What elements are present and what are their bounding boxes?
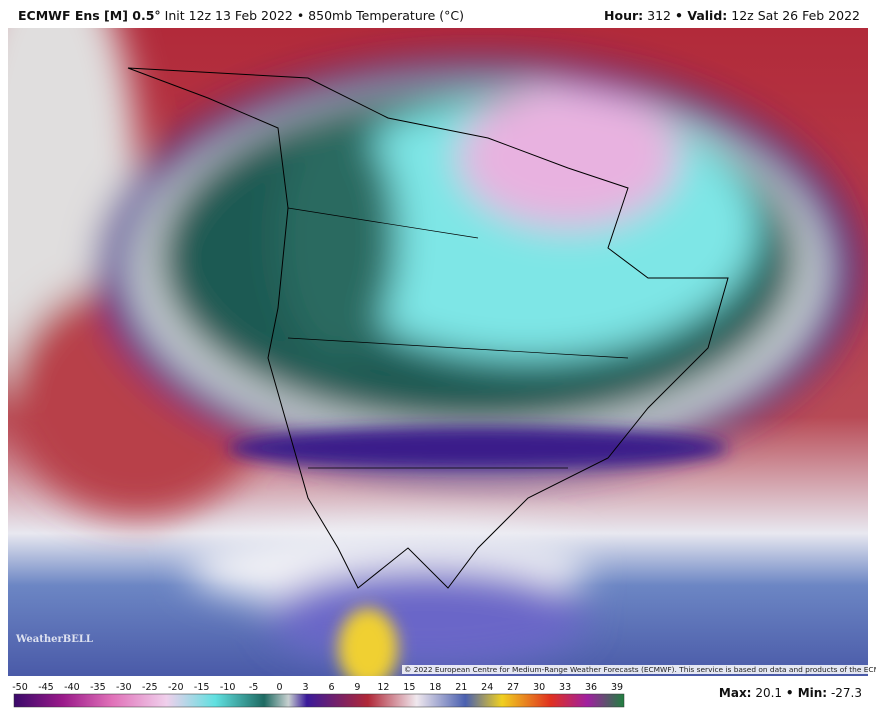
min-label: • Min: (785, 686, 828, 700)
colorbar-tick-label: -40 (64, 682, 80, 693)
colorbar-tick-label: 12 (377, 682, 389, 693)
max-label: Max: (718, 686, 752, 700)
watermark: WeatherBELL (16, 634, 93, 645)
colorbar-tick-label: -25 (142, 682, 158, 693)
colorbar-tick-label: 6 (328, 682, 334, 693)
colorbar-tick-label: 3 (302, 682, 308, 693)
colorbar-tick-label: 30 (533, 682, 545, 693)
colorbar-tick-label: 39 (611, 682, 623, 693)
colorbar-tick-label: 9 (354, 682, 360, 693)
copyright: © 2022 European Centre for Medium-Range … (402, 665, 876, 674)
header-right: Hour: 312 • Valid: 12z Sat 26 Feb 2022 (604, 8, 860, 23)
colorbar-tick-label: 36 (585, 682, 597, 693)
colorbar-tick-label: -30 (116, 682, 132, 693)
colorbar-tick-label: -5 (249, 682, 258, 693)
coastline (127, 67, 729, 589)
colorbar: -50 -45 -40 -35 -30 -25 -20 -15 -10 -5 0 3 6 9 12 15 18 2… (12, 682, 625, 708)
colorbar-tick-label: 15 (403, 682, 415, 693)
valid-label: • Valid: (675, 8, 728, 23)
colorbar-tick-label: 33 (559, 682, 571, 693)
colorbar-tick-label: 27 (507, 682, 519, 693)
max-min: Max: 20.1 • Min: -27.3 (719, 686, 862, 700)
hour-label: Hour: (604, 8, 644, 23)
colorbar-tick-label: -35 (90, 682, 106, 693)
run-info: Init 12z 13 Feb 2022 • 850mb Temperature… (164, 8, 464, 23)
colorbar-tick-label: -20 (168, 682, 184, 693)
hour: 312 (647, 8, 672, 23)
colorbar-tick-label: 21 (455, 682, 467, 693)
colorbar-tick-label: 0 (277, 682, 283, 693)
colorbar-tick-label: 18 (429, 682, 441, 693)
model-name: ECMWF Ens [M] 0.5° (18, 8, 161, 23)
colorbar-tick-label: -10 (220, 682, 236, 693)
colorbar-tick-label: -15 (194, 682, 210, 693)
temperature-map (8, 28, 868, 676)
max: 20.1 (755, 686, 783, 700)
min: -27.3 (830, 686, 862, 700)
header-left: ECMWF Ens [M] 0.5° Init 12z 13 Feb 2022 … (18, 8, 464, 23)
valid: 12z Sat 26 Feb 2022 (731, 8, 860, 23)
colorbar-tick-label: -50 (12, 682, 28, 693)
colorbar-tick-label: -45 (38, 682, 54, 693)
borders (287, 207, 629, 469)
colorbar-tick-label: 24 (481, 682, 493, 693)
colorbar-ticks: -50 -45 -40 -35 -30 -25 -20 -15 -10 -5 0 3 6 9 12 15 18 2… (12, 682, 623, 693)
